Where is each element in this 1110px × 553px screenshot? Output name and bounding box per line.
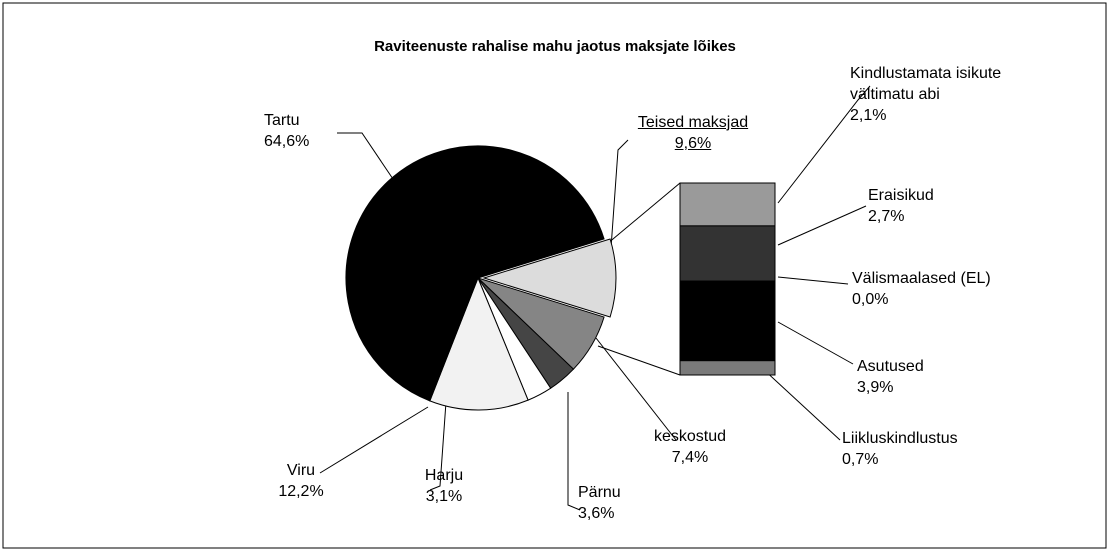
data-label: Eraisikud 2,7% bbox=[868, 185, 988, 227]
label-text: Teised maksjad bbox=[637, 114, 749, 131]
label-text: 9,6% bbox=[674, 135, 712, 152]
label-text: 2,1% bbox=[850, 107, 887, 124]
label-text: 3,9% bbox=[857, 379, 894, 396]
pie-slice bbox=[345, 145, 605, 402]
label-text: 0,7% bbox=[842, 451, 879, 468]
data-label: Viru 12,2% bbox=[266, 460, 336, 502]
label-text: 3,1% bbox=[425, 488, 463, 505]
label-text: keskostud bbox=[653, 428, 727, 445]
label-text: Tartu bbox=[264, 112, 300, 129]
label-text: 64,6% bbox=[264, 133, 310, 150]
data-label: Pärnu 3,6% bbox=[578, 482, 638, 524]
chart-title: Raviteenuste rahalise mahu jaotus maksja… bbox=[374, 38, 736, 55]
bar-segment bbox=[679, 360, 776, 376]
label-text: 3,6% bbox=[578, 505, 615, 522]
pie-slice bbox=[429, 276, 529, 411]
data-label: keskostud 7,4% bbox=[640, 426, 740, 468]
bar-segment bbox=[679, 225, 776, 282]
leader-lines bbox=[319, 85, 871, 511]
pie-slice bbox=[482, 238, 617, 318]
bar-segment bbox=[679, 280, 776, 362]
label-text: Asutused bbox=[857, 358, 924, 375]
label-text: 2,7% bbox=[868, 208, 905, 225]
data-label: Asutused 3,9% bbox=[857, 356, 977, 398]
label-text: Harju bbox=[424, 467, 464, 484]
data-label: Välismaalased (EL) 0,0% bbox=[852, 268, 1032, 310]
data-label: Liikluskindlustus 0,7% bbox=[842, 428, 1022, 470]
bar-segment bbox=[679, 182, 776, 227]
label-text: Kindlustamata isikute vältimatu abi bbox=[850, 65, 1002, 103]
label-text: 12,2% bbox=[278, 483, 324, 500]
label-text: 0,0% bbox=[852, 291, 889, 308]
label-text: Viru bbox=[286, 462, 316, 479]
label-text: 7,4% bbox=[671, 449, 709, 466]
label-text: Eraisikud bbox=[868, 187, 934, 204]
data-label: Teised maksjad 9,6% bbox=[628, 112, 758, 154]
data-label: Harju 3,1% bbox=[414, 465, 474, 507]
label-text: Välismaalased (EL) bbox=[852, 270, 991, 287]
data-label: Kindlustamata isikute vältimatu abi 2,1% bbox=[850, 63, 1040, 126]
data-label: Tartu 64,6% bbox=[264, 110, 344, 152]
label-text: Pärnu bbox=[578, 484, 621, 501]
label-text: Liikluskindlustus bbox=[842, 430, 958, 447]
